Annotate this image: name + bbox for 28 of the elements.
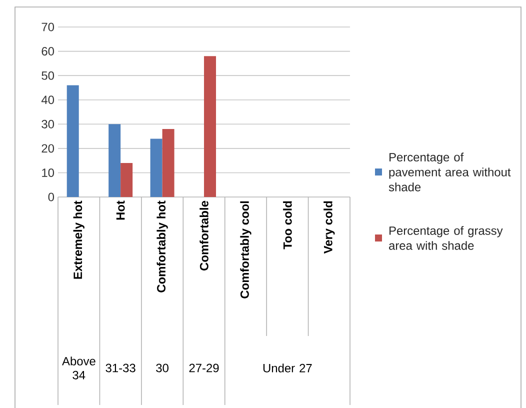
legend-label: Percentage of pavement area without shade [388, 152, 511, 192]
text: Above 34 [62, 356, 96, 380]
text: 31-33 [106, 364, 136, 372]
bar [162, 129, 174, 197]
x-tick-label: Extremely hot [73, 200, 84, 279]
x-tick-label: Comfortably cool [240, 201, 252, 298]
x-tick-label: Comfortably hot [156, 200, 168, 292]
bar [204, 56, 216, 197]
text: Under 27 [263, 364, 312, 372]
x-tick-label: Too cold [283, 201, 292, 250]
text: 30 [156, 364, 168, 372]
text: 27-29 [189, 364, 219, 372]
y-tick-label: 30 [42, 120, 54, 128]
bar [120, 163, 133, 197]
y-tick-label: 0 [48, 192, 54, 202]
y-tick-label: 50 [42, 71, 54, 80]
y-tick-label: 60 [42, 47, 54, 56]
y-tick-label: 70 [42, 22, 54, 32]
x-tick-label: Comfortable [200, 200, 208, 270]
bar [66, 85, 79, 197]
bar [150, 138, 162, 197]
legend-label: Percentage of grassy area with shade [389, 226, 503, 250]
x-tick-label: Very cold [324, 201, 335, 254]
bar [108, 124, 121, 197]
x-tick-label: Hot [116, 200, 125, 220]
y-tick-label: 20 [42, 144, 54, 153]
y-tick-label: 10 [42, 168, 54, 177]
y-tick-label: 40 [41, 96, 54, 104]
